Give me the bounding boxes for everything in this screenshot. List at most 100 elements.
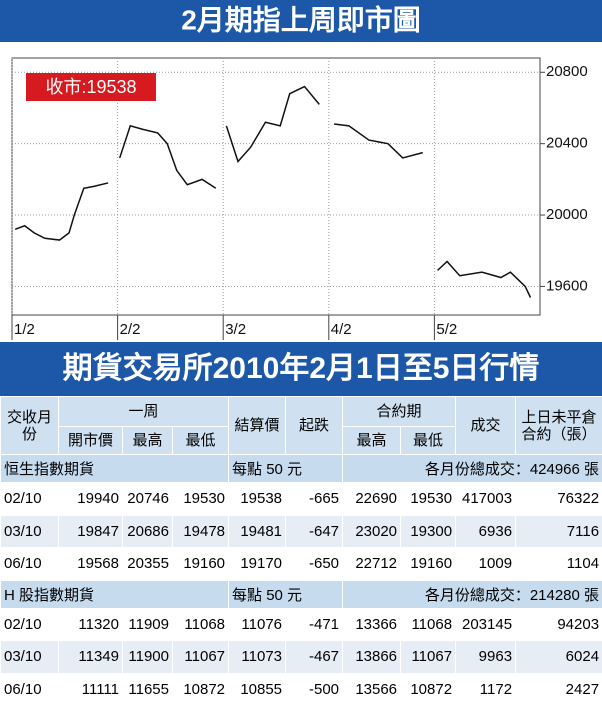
table-cell: 19940 [58, 482, 123, 516]
table-cell: 417003 [455, 482, 517, 516]
table-cell: 19530 [171, 482, 230, 516]
annotation: 收市:19538 [45, 77, 136, 97]
table-cell: 11068 [171, 607, 230, 641]
x-tick-label: 5/2 [436, 321, 457, 338]
table-cell: 11073 [228, 640, 287, 674]
x-tick-label: 1/2 [14, 321, 35, 338]
table-row: 03/10 11349 11900 11067 11073 -467 13866 11067 9… [0, 640, 602, 674]
table-cell: -647 [285, 514, 344, 548]
table-cell: 成交 [455, 396, 517, 455]
table-cell: -500 [285, 672, 344, 706]
table-cell: 03/10 [0, 640, 59, 674]
table-row: 03/10 19847 20686 19478 19481 -647 23020 19300 6… [0, 514, 602, 548]
table-cell: 交收月份 [0, 396, 59, 455]
table-cell: 19170 [228, 547, 287, 581]
table-cell: -650 [285, 547, 344, 581]
table-row: 恒生指數期貨 每點 50 元各月份總成交：424966 張 [0, 454, 602, 483]
table-cell: 11320 [58, 607, 123, 641]
table-cell: 11076 [228, 607, 287, 641]
table-cell: 11067 [400, 640, 457, 674]
table-cell: 最高 [342, 426, 402, 455]
table-cell: 一周 [57, 396, 230, 427]
table-cell: 6936 [455, 514, 517, 548]
table-cell: 19847 [58, 514, 123, 548]
table-row: 02/10 19940 20746 19530 19538 -665 22690 19530 4… [0, 482, 602, 516]
table-cell: 2427 [515, 672, 602, 706]
table-cell: 起跌 [285, 396, 344, 455]
table-cell: 最低 [171, 426, 230, 455]
table-cell: 7116 [515, 514, 602, 548]
table-cell: 76322 [515, 482, 602, 516]
table-cell: 各月份總成交：424966 張 [342, 454, 602, 483]
table-cell: -467 [285, 640, 344, 674]
table-row: 開市價 最高 最低 最高 最低 [1, 426, 602, 455]
title-bar [0, 0, 602, 42]
table-cell: 每點 50 元 [228, 454, 344, 483]
table-cell: 22712 [342, 547, 402, 581]
table-cell: 1104 [515, 547, 602, 581]
table-cell: 20686 [122, 514, 173, 548]
annotation-box [26, 73, 156, 101]
table-cell: 13566 [342, 672, 402, 706]
table-cell: 11655 [122, 672, 173, 706]
table-cell: 11067 [171, 640, 230, 674]
table-cell: 19160 [171, 547, 230, 581]
table-cell: H 股指數期貨 [0, 579, 230, 609]
table-cell: 11900 [122, 640, 173, 674]
table-cell: 02/10 [0, 607, 59, 641]
table-cell: 13366 [342, 607, 402, 641]
table-row: 06/10 11111 11655 10872 10855 -500 13566 10872 1… [0, 672, 602, 706]
table-cell: 11068 [400, 607, 457, 641]
table-cell: 最高 [122, 426, 173, 455]
table-cell: 203145 [455, 607, 517, 641]
table-cell: 結算價 [228, 396, 287, 455]
table-cell: 19481 [228, 514, 287, 548]
chart-title: 2月期指上周即市圖 [181, 3, 421, 35]
table-cell: 開市價 [58, 426, 123, 455]
table-cell: 19478 [171, 514, 230, 548]
price-line [14, 85, 532, 298]
x-tick-label: 2/2 [120, 321, 141, 338]
table-cell: 合約期 [342, 396, 457, 427]
table-row: H 股指數期貨 每點 50 元各月份總成交：214280 張 [0, 579, 602, 609]
y-tick-label: 20400 [546, 135, 588, 152]
table-row: 交收月份 一周 結算價 起跌 合約期 成交 上日未平倉合約（張） [0, 396, 602, 455]
table-cell: 94203 [515, 607, 602, 641]
table: 交收月份 一周 結算價 起跌 合約期 成交 上日未平倉合約（張） 開市價 最高 最低 最高 最低 恒生指… [0, 396, 602, 706]
table-cell: 1172 [455, 672, 517, 706]
table-cell: 恒生指數期貨 [0, 454, 230, 483]
y-tick-label: 19600 [546, 277, 588, 294]
x-tick-label: 3/2 [225, 321, 246, 338]
table-cell: -471 [285, 607, 344, 641]
table-cell: 10855 [228, 672, 287, 706]
y-tick-label: 20800 [546, 63, 588, 80]
table-cell: 23020 [342, 514, 402, 548]
table-cell: 10872 [171, 672, 230, 706]
table-cell: 11909 [122, 607, 173, 641]
table-cell: 11111 [58, 672, 123, 706]
table-cell: 11349 [58, 640, 123, 674]
plot-frame [11, 57, 541, 316]
table-cell: 06/10 [0, 672, 59, 706]
table-cell: 19530 [400, 482, 457, 516]
y-tick-label: 20000 [546, 206, 588, 223]
table-cell: 20355 [122, 547, 173, 581]
table-title: 期貨交易所2010年2月1日至5日行情 [0, 342, 602, 396]
table-cell: -665 [285, 482, 344, 516]
table-cell: 10872 [400, 672, 457, 706]
table-cell: 19538 [228, 482, 287, 516]
table-cell: 6024 [515, 640, 602, 674]
table-cell: 最低 [400, 426, 457, 455]
table-cell: 各月份總成交：214280 張 [342, 579, 602, 609]
table-cell: 13866 [342, 640, 402, 674]
table-cell: 9963 [455, 640, 517, 674]
table-row: 06/10 19568 20355 19160 19170 -650 22712 19160 1… [0, 547, 602, 581]
table-cell: 03/10 [0, 514, 59, 548]
table-cell: 20746 [122, 482, 173, 516]
table-row: 02/10 11320 11909 11068 11076 -471 13366 11068 2… [0, 607, 602, 641]
table-cell: 19160 [400, 547, 457, 581]
x-tick-label: 4/2 [331, 321, 352, 338]
chart: 2月期指上周即市圖 19600 20000 20400 20800 1/2 2/2 3/2 4… [0, 0, 602, 342]
table-cell: 每點 50 元 [228, 579, 344, 609]
